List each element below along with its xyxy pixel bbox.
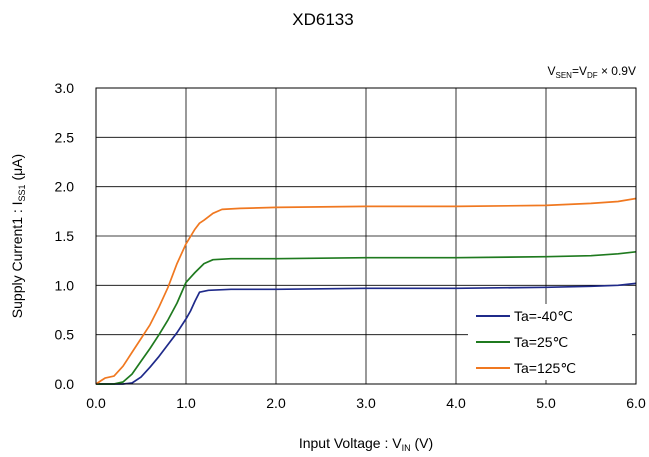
y-tick-label: 1.5 — [55, 228, 75, 244]
x-axis-label: Input Voltage : VIN (V) — [299, 435, 433, 453]
legend-label-1: Ta=25℃ — [514, 334, 568, 350]
grid — [96, 88, 636, 384]
tick-labels: 0.0 1.0 2.0 3.0 4.0 5.0 6.0 0.0 0.5 1.0 1.5 2.0 2.5 3… — [55, 80, 646, 411]
legend-label-2: Ta=125℃ — [514, 360, 576, 376]
x-tick-label: 2.0 — [266, 395, 286, 411]
legend-label-0: Ta=-40℃ — [514, 308, 573, 324]
series-line-1 — [96, 250, 637, 385]
x-tick-label: 0.0 — [86, 395, 106, 411]
chart-title: XD6133 — [292, 10, 353, 29]
series-lines — [95, 197, 637, 385]
series-line-0 — [96, 282, 637, 385]
y-tick-label: 0.0 — [55, 376, 75, 392]
plot-area-border — [95, 87, 637, 385]
x-tick-label: 6.0 — [626, 395, 646, 411]
series-line-2 — [95, 197, 637, 385]
legend: Ta=-40℃ Ta=25℃ Ta=125℃ — [468, 304, 632, 380]
x-tick-label: 4.0 — [446, 395, 466, 411]
y-tick-label: 2.5 — [55, 129, 75, 145]
y-axis-label: Supply Current1 : ISS1 (μA) — [9, 154, 27, 318]
y-tick-label: 3.0 — [55, 80, 75, 96]
condition-label: VSEN=VDF × 0.9V — [547, 64, 636, 80]
x-tick-label: 3.0 — [356, 395, 376, 411]
x-tick-label: 1.0 — [176, 395, 196, 411]
y-tick-label: 2.0 — [55, 179, 75, 195]
y-tick-label: 0.5 — [55, 327, 75, 343]
x-tick-label: 5.0 — [536, 395, 556, 411]
y-tick-label: 1.0 — [55, 277, 75, 293]
